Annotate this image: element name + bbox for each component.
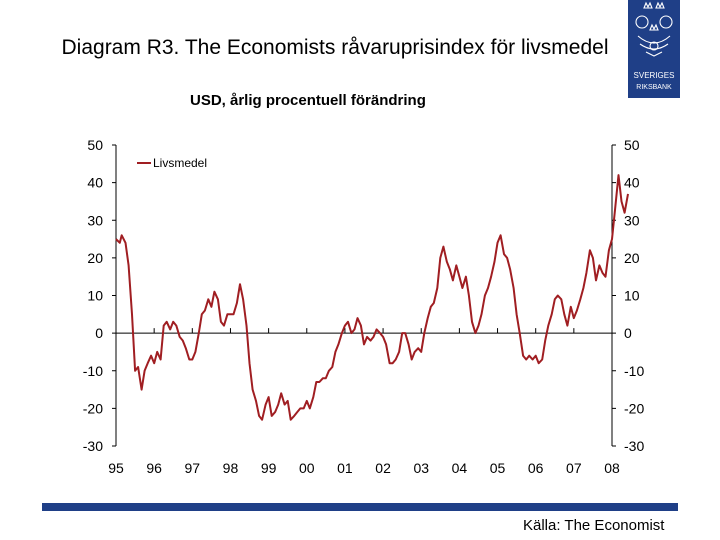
right-y-tick-label: 0 bbox=[624, 325, 632, 341]
x-tick-label: 01 bbox=[337, 460, 353, 476]
x-tick-label: 98 bbox=[223, 460, 239, 476]
right-y-tick-label: 10 bbox=[624, 288, 640, 304]
x-tick-label: 96 bbox=[146, 460, 162, 476]
x-tick-label: 97 bbox=[185, 460, 201, 476]
riksbank-logo: SVERIGES RIKSBANK bbox=[628, 0, 680, 98]
left-y-tick-label: 10 bbox=[87, 288, 103, 304]
x-tick-label: 95 bbox=[108, 460, 124, 476]
right-y-tick-label: -30 bbox=[624, 438, 644, 454]
right-y-tick-label: -20 bbox=[624, 400, 644, 416]
right-y-tick-label: 40 bbox=[624, 175, 640, 191]
right-y-tick-label: 50 bbox=[624, 137, 640, 153]
logo-text-line1: SVERIGES bbox=[634, 71, 675, 80]
left-y-axis: -30 -20 -10 0 10 20 30 40 50 bbox=[83, 137, 117, 454]
left-y-tick-label: -30 bbox=[83, 438, 103, 454]
x-tick-label: 00 bbox=[299, 460, 315, 476]
x-tick-label: 06 bbox=[528, 460, 544, 476]
footer-bar bbox=[42, 503, 678, 511]
left-y-tick-label: 20 bbox=[87, 250, 103, 266]
x-tick-label: 08 bbox=[604, 460, 620, 476]
left-y-tick-label: 40 bbox=[87, 175, 103, 191]
x-tick-label: 07 bbox=[566, 460, 582, 476]
left-y-tick-label: -20 bbox=[83, 400, 103, 416]
right-y-tick-label: 30 bbox=[624, 212, 640, 228]
logo-text-line2: RIKSBANK bbox=[636, 84, 672, 91]
left-y-tick-label: 0 bbox=[95, 325, 103, 341]
x-tick-label: 03 bbox=[413, 460, 429, 476]
legend-label: Livsmedel bbox=[153, 156, 207, 170]
right-y-axis: -30 -20 -10 0 10 20 30 40 50 bbox=[611, 137, 644, 454]
right-y-tick-label: -10 bbox=[624, 363, 644, 379]
x-tick-label: 04 bbox=[452, 460, 468, 476]
left-y-tick-label: -10 bbox=[83, 363, 103, 379]
x-tick-label: 99 bbox=[261, 460, 277, 476]
legend: Livsmedel bbox=[137, 156, 207, 170]
x-axis: 95 96 97 98 99 00 01 02 03 04 05 06 07 08 bbox=[108, 328, 620, 476]
left-y-tick-label: 30 bbox=[87, 212, 103, 228]
riksbank-crest-icon: SVERIGES RIKSBANK bbox=[634, 1, 675, 91]
x-tick-label: 02 bbox=[375, 460, 391, 476]
right-y-tick-label: 20 bbox=[624, 250, 640, 266]
x-tick-label: 05 bbox=[490, 460, 506, 476]
series-layer bbox=[115, 174, 629, 421]
source-note: Källa: The Economist bbox=[523, 517, 665, 534]
chart-title: Diagram R3. The Economists råvaruprisind… bbox=[61, 36, 609, 59]
left-y-tick-label: 50 bbox=[87, 137, 103, 153]
series-line-livsmedel bbox=[115, 174, 629, 421]
chart-subtitle: USD, årlig procentuell förändring bbox=[190, 92, 426, 109]
